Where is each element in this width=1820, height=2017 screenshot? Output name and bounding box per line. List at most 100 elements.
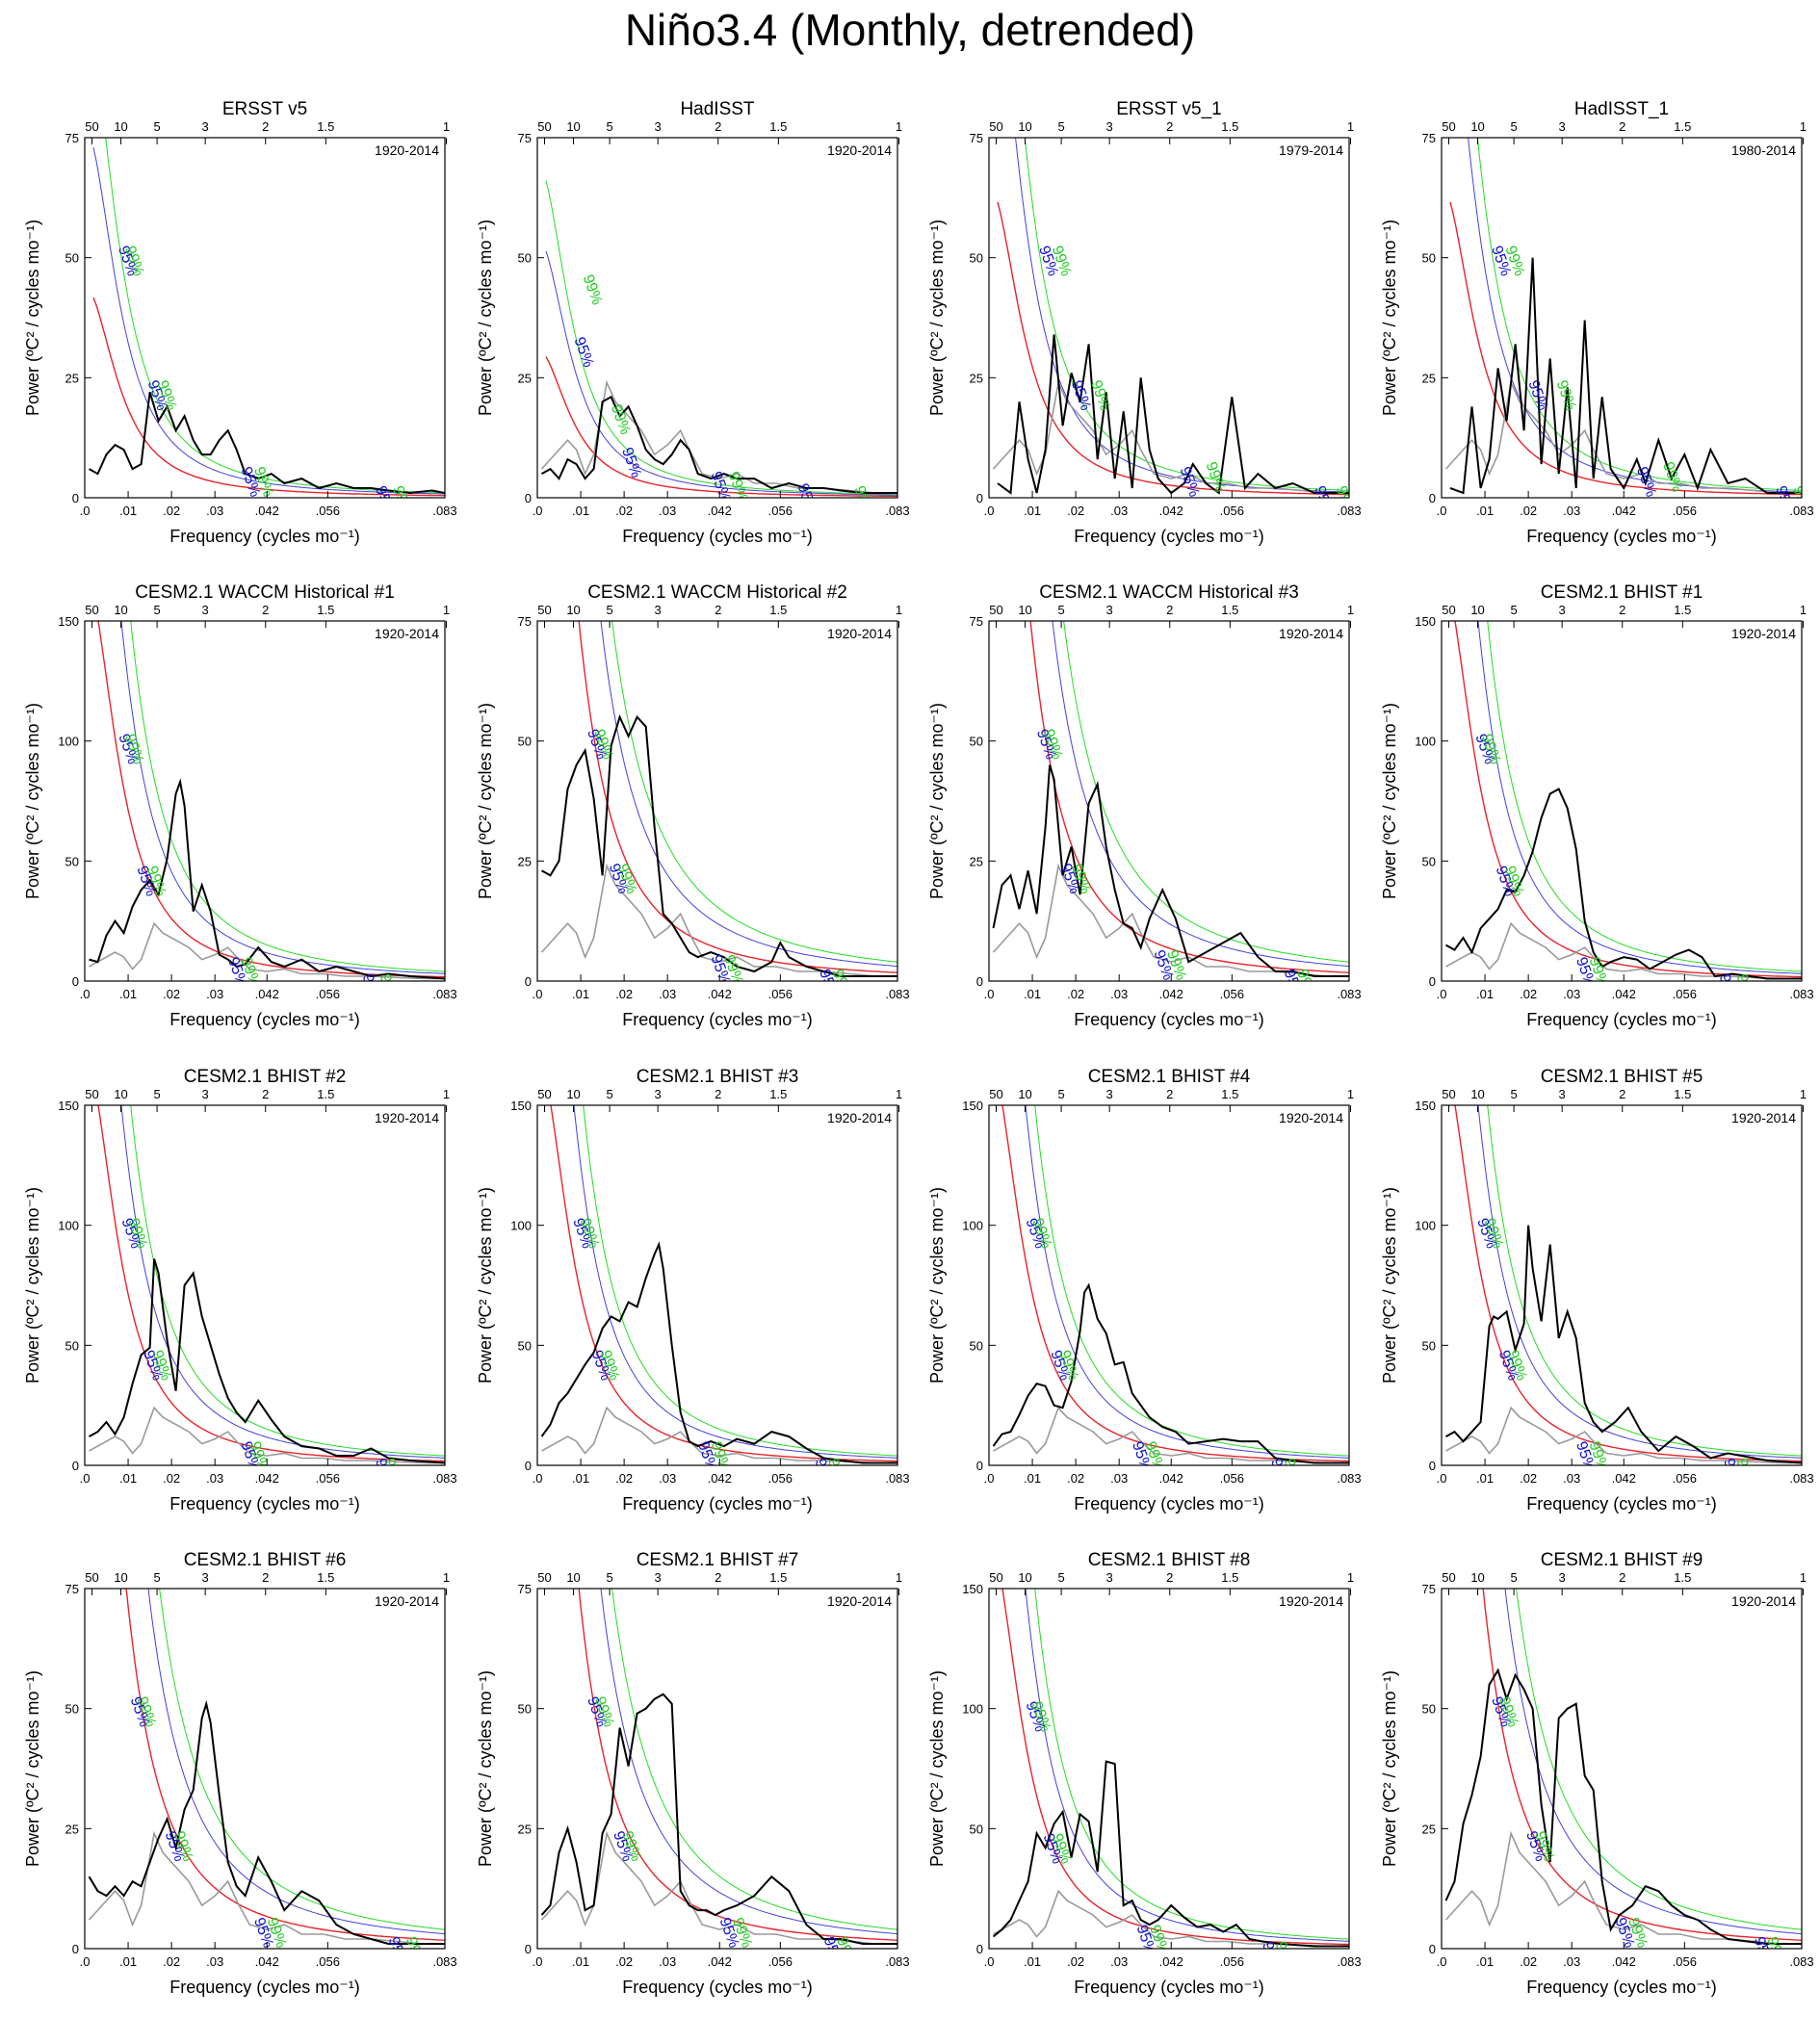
panel-title: ERSST v5 xyxy=(222,99,307,119)
period-tick-label: 50 xyxy=(1442,603,1455,617)
ci95-curve xyxy=(1025,1105,1349,1459)
x-tick-label: .03 xyxy=(659,504,676,518)
plot-area: 95%95%95%95%99%99%99%99% xyxy=(1444,138,1802,498)
period-tick-label: 1.5 xyxy=(769,1570,787,1585)
y-tick-label: 0 xyxy=(1429,974,1436,989)
x-tick-label: .083 xyxy=(432,504,456,518)
period-tick-label: 1 xyxy=(1347,1570,1354,1585)
period-tick-label: 3 xyxy=(1106,603,1113,617)
year-range: 1920-2014 xyxy=(375,1593,439,1609)
y-tick-label: 0 xyxy=(525,1942,532,1956)
y-tick-label: 150 xyxy=(1415,1099,1436,1113)
year-range: 1920-2014 xyxy=(1731,1110,1796,1125)
ci99-label: 99% xyxy=(1733,972,1759,1007)
year-range: 1920-2014 xyxy=(827,1593,892,1609)
panel-title: CESM2.1 WACCM Historical #2 xyxy=(587,582,847,603)
y-tick-label: 0 xyxy=(72,974,79,989)
x-tick-label: .03 xyxy=(659,1471,676,1486)
panel-13: CESM2.1 BHIST #61920-201495%95%95%95%99%… xyxy=(23,1550,457,1997)
y-axis-label: Power (ºC² / cycles mo⁻¹) xyxy=(1380,220,1399,416)
period-tick-label: 3 xyxy=(1106,1570,1113,1585)
plot-area: 95%95%95%95%99%99%99%99% xyxy=(1445,1105,1802,1465)
y-tick-label: 25 xyxy=(1422,1822,1436,1836)
reference-spectrum xyxy=(1445,921,1802,980)
period-tick-label: 50 xyxy=(989,119,1002,134)
period-tick-label: 1.5 xyxy=(1674,603,1691,617)
x-tick-label: .042 xyxy=(255,987,279,1001)
period-tick-label: 3 xyxy=(1559,1087,1566,1101)
y-axis-label: Power (ºC² / cycles mo⁻¹) xyxy=(23,703,42,899)
ci99-curve xyxy=(1034,1589,1349,1940)
x-tick-label: .056 xyxy=(316,504,340,518)
plot-frame xyxy=(536,1588,898,1950)
y-tick-label: 25 xyxy=(65,1822,79,1836)
y-tick-label: 75 xyxy=(65,1582,79,1596)
y-axis-label: Power (ºC² / cycles mo⁻¹) xyxy=(23,220,42,416)
x-tick-label: .083 xyxy=(432,987,456,1001)
y-tick-label: 25 xyxy=(518,371,532,385)
year-range: 1920-2014 xyxy=(827,626,892,641)
spectrum-line xyxy=(992,764,1349,977)
y-tick-label: 100 xyxy=(1415,735,1436,749)
period-tick-label: 50 xyxy=(1442,1087,1455,1101)
x-tick-label: .042 xyxy=(708,1954,732,1969)
x-tick-label: .03 xyxy=(1563,1954,1580,1969)
x-tick-label: .02 xyxy=(615,1954,633,1969)
period-tick-label: 3 xyxy=(1559,119,1566,134)
period-tick-label: 1.5 xyxy=(317,119,334,134)
x-tick-label: .042 xyxy=(1159,1954,1183,1969)
x-tick-label: .02 xyxy=(615,504,633,518)
x-tick-label: .03 xyxy=(1563,987,1580,1001)
ci99-curve xyxy=(130,621,445,972)
y-tick-label: 0 xyxy=(525,1459,532,1473)
ci99-label: 99% xyxy=(1333,484,1359,519)
y-axis-label: Power (ºC² / cycles mo⁻¹) xyxy=(476,220,495,416)
x-tick-label: .02 xyxy=(163,987,180,1001)
ci99-curve xyxy=(611,1589,897,1930)
ci99-curve xyxy=(1516,1589,1802,1930)
period-tick-label: 5 xyxy=(1510,1087,1517,1101)
spectrum-line xyxy=(1444,1668,1802,1945)
page-title: Niño3.4 (Monthly, detrended) xyxy=(624,5,1196,55)
y-axis-label: Power (ºC² / cycles mo⁻¹) xyxy=(476,1187,495,1383)
ci95-label: 95% xyxy=(1267,1457,1293,1491)
period-tick-label: 10 xyxy=(114,1087,127,1101)
y-tick-label: 100 xyxy=(962,1219,983,1233)
period-tick-label: 3 xyxy=(1106,1087,1113,1101)
period-tick-label: 10 xyxy=(1018,1087,1031,1101)
x-tick-label: .083 xyxy=(1337,987,1361,1001)
period-tick-label: 2 xyxy=(262,1570,269,1585)
period-tick-label: 3 xyxy=(655,603,662,617)
x-tick-label: .083 xyxy=(885,1471,909,1486)
year-range: 1920-2014 xyxy=(375,142,439,158)
panel-title: HadISST xyxy=(680,99,754,119)
y-tick-label: 0 xyxy=(525,974,532,989)
reference-spectrum xyxy=(1445,1406,1802,1464)
period-tick-label: 2 xyxy=(715,1570,721,1585)
period-tick-label: 3 xyxy=(202,1087,209,1101)
y-tick-label: 75 xyxy=(970,131,983,145)
x-tick-label: .056 xyxy=(768,1471,793,1486)
period-tick-label: 3 xyxy=(1559,1570,1566,1585)
ci99-label: 99% xyxy=(580,272,606,307)
panel-7: CESM2.1 WACCM Historical #31920-201495%9… xyxy=(927,582,1362,1029)
x-tick-label: .083 xyxy=(885,987,909,1001)
x-tick-label: .0 xyxy=(80,1954,91,1969)
spectrum-line xyxy=(89,392,445,495)
period-tick-label: 10 xyxy=(1018,119,1031,134)
x-tick-label: .03 xyxy=(206,504,223,518)
period-tick-label: 1.5 xyxy=(1221,1570,1238,1585)
spectrum-line xyxy=(997,334,1349,495)
reference-spectrum xyxy=(89,1406,445,1464)
red-noise-curve xyxy=(97,621,445,978)
x-tick-label: .083 xyxy=(432,1471,456,1486)
ci95-curve xyxy=(600,1589,897,1935)
y-tick-label: 50 xyxy=(65,1338,79,1353)
y-tick-label: 100 xyxy=(1415,1219,1436,1233)
x-tick-label: .042 xyxy=(708,987,732,1001)
y-tick-label: 75 xyxy=(1422,1582,1436,1596)
y-tick-label: 50 xyxy=(970,1822,983,1836)
x-tick-label: .0 xyxy=(533,1954,543,1969)
x-axis-label: Frequency (cycles mo⁻¹) xyxy=(1526,527,1717,546)
